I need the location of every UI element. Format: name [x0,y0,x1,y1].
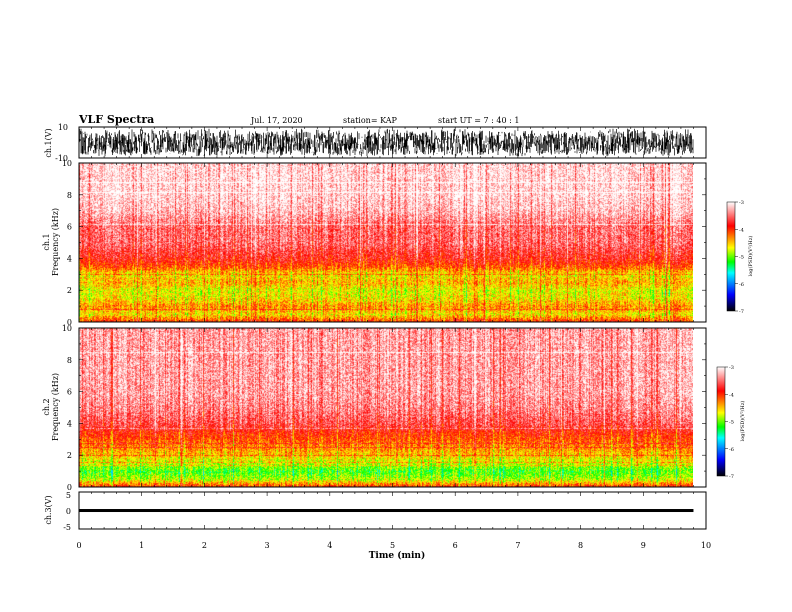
ch2-spectrogram-image [79,328,693,487]
ch1-ytick-bottom: -10 [55,154,68,163]
ch1-spectrogram-yticks: 0 2 4 6 8 10 [62,159,706,327]
freq-tick-label: 6 [67,388,72,397]
freq-tick-label: 4 [67,419,72,428]
date-label: Jul. 17, 2020 [250,116,303,125]
ch2-colorbar-gradient [717,367,725,476]
ch1-channel-label: ch.1 [42,233,51,250]
time-tick-label: 5 [390,541,395,550]
time-tick-label: 10 [701,541,711,550]
ch2-colorbar: -3 -4 -5 -6 -7 log(PSD)(V²/Hz) [716,365,746,480]
ch3-ytick-mid: 0 [66,507,71,516]
ch2-channel-label: ch.2 [42,398,51,415]
freq-tick-label: 2 [67,286,72,295]
ch2-spectrogram-panel: 0 2 4 6 8 10 ch.2 Frequency (kHz) [42,324,707,492]
ch1-colorbar-gradient [727,202,735,311]
ch2-colorbar-ticks: -3 -4 -5 -6 -7 [725,365,734,480]
colorbar-tick-label: -7 [739,309,744,315]
colorbar-tick-label: -4 [729,392,734,398]
ch3-ytick-bottom: -5 [63,523,71,532]
colorbar-tick-label: -3 [739,200,744,206]
freq-tick-label: 6 [67,223,72,232]
colorbar-tick-label: -3 [729,365,734,371]
colorbar-tick-label: -6 [739,282,744,288]
freq-tick-label: 10 [62,159,72,168]
ch2-freq-ylabel: Frequency (kHz) [51,373,60,441]
ch2-colorbar-label: log(PSD)(V²/Hz) [739,401,746,442]
ch1-waveform-ylabel: ch.1(V) [44,128,53,157]
ch1-spectrogram-image [79,163,693,322]
ch1-freq-ylabel: Frequency (kHz) [51,208,60,276]
colorbar-tick-label: -6 [729,447,734,453]
ch1-spectrogram-panel: 0 2 4 6 8 10 ch.1 Frequency (kHz) [42,159,707,327]
colorbar-tick-label: -4 [739,227,744,233]
time-tick-label: 7 [515,541,520,550]
time-axis-label: Time (min) [369,550,426,561]
freq-tick-label: 4 [67,254,72,263]
ch1-ytick-top: 10 [58,123,68,132]
colorbar-tick-label: -5 [729,420,734,426]
station-label: station= KAP [343,116,398,125]
time-tick-label: 0 [76,541,81,550]
time-tick-label: 2 [202,541,207,550]
freq-tick-label: 8 [67,356,72,365]
freq-tick-label: 0 [67,483,72,492]
ch2-spectrogram-yticks: 0 2 4 6 8 10 [62,324,706,492]
time-tick-label: 1 [139,541,144,550]
ch1-waveform-panel: 10 -10 ch.1(V) [44,123,707,163]
colorbar-tick-label: -5 [739,255,744,261]
ch1-colorbar-label: log(PSD)(V²/Hz) [747,236,754,277]
colorbar-tick-label: -7 [729,474,734,480]
freq-tick-label: 8 [67,191,72,200]
start-time-label: start UT = 7 : 40 : 1 [438,116,519,125]
ch3-waveform-trace [79,509,694,513]
ch3-ytick-top: 5 [66,491,71,500]
time-axis-tick-labels: 0 1 2 3 4 5 6 7 8 9 10 [76,541,711,550]
ch1-colorbar: -3 -4 -5 -6 -7 log(PSD)(V²/Hz) [726,200,754,315]
ch3-waveform-panel: 5 0 -5 ch.3(V) [44,491,707,532]
ch1-waveform-path [78,128,694,157]
freq-tick-label: 0 [67,318,72,327]
time-tick-label: 9 [641,541,646,550]
ch1-waveform-trace [78,128,694,157]
freq-tick-label: 2 [67,451,72,460]
time-tick-label: 6 [453,541,458,550]
time-tick-label: 8 [578,541,583,550]
ch1-colorbar-ticks: -3 -4 -5 -6 -7 [735,200,744,315]
freq-tick-label: 10 [62,324,72,333]
time-axis-ticks [78,127,707,529]
ch3-waveform-ylabel: ch.3(V) [44,495,53,524]
figure-title: VLF Spectra [78,113,154,126]
time-tick-label: 3 [265,541,270,550]
time-tick-label: 4 [327,541,332,550]
